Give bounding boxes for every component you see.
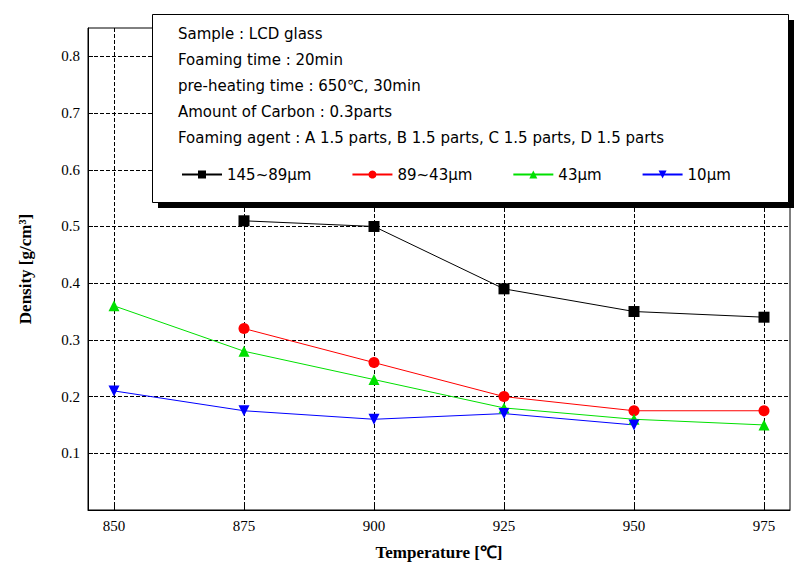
svg-text:875: 875 xyxy=(233,518,256,534)
svg-text:Density [g/cm³]: Density [g/cm³] xyxy=(16,214,35,324)
svg-text:pre-heating time : 650℃, 30min: pre-heating time : 650℃, 30min xyxy=(178,77,421,95)
svg-text:0.7: 0.7 xyxy=(61,105,80,121)
svg-text:10μm: 10μm xyxy=(688,166,731,184)
svg-text:Amount of Carbon : 0.3parts: Amount of Carbon : 0.3parts xyxy=(178,103,392,121)
svg-text:0.3: 0.3 xyxy=(61,332,80,348)
svg-text:0.8: 0.8 xyxy=(61,48,80,64)
svg-text:0.2: 0.2 xyxy=(61,389,80,405)
svg-text:Temperature [℃]: Temperature [℃] xyxy=(375,543,502,562)
svg-text:975: 975 xyxy=(753,518,776,534)
svg-text:0.5: 0.5 xyxy=(61,218,80,234)
svg-text:Foaming time : 20min: Foaming time : 20min xyxy=(178,51,343,69)
svg-text:Foaming agent : A 1.5 parts, B: Foaming agent : A 1.5 parts, B 1.5 parts… xyxy=(178,129,664,147)
svg-text:43μm: 43μm xyxy=(558,166,601,184)
svg-text:145~89μm: 145~89μm xyxy=(227,166,311,184)
svg-text:0.4: 0.4 xyxy=(61,275,80,291)
svg-text:Sample : LCD glass: Sample : LCD glass xyxy=(178,25,323,43)
svg-text:0.1: 0.1 xyxy=(61,445,80,461)
svg-text:950: 950 xyxy=(623,518,646,534)
svg-text:0.6: 0.6 xyxy=(61,162,80,178)
svg-text:850: 850 xyxy=(103,518,126,534)
svg-text:900: 900 xyxy=(363,518,386,534)
svg-text:925: 925 xyxy=(493,518,516,534)
svg-text:89~43μm: 89~43μm xyxy=(397,166,472,184)
